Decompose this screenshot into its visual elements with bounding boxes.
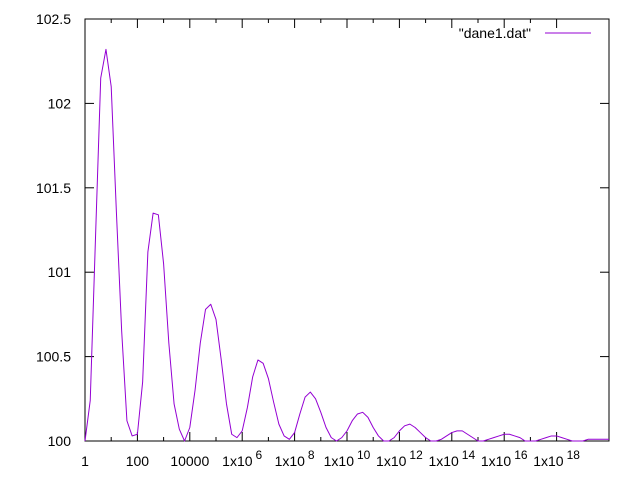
x-tick-label-exponent: 6 bbox=[256, 448, 263, 462]
y-tick-label: 102 bbox=[48, 95, 72, 111]
series-lines bbox=[84, 48, 609, 442]
x-tick-label: 1x10 12 bbox=[376, 448, 423, 469]
legend: "dane1.dat" bbox=[459, 25, 591, 41]
x-tick-label-exponent: 10 bbox=[357, 448, 371, 462]
x-tick-label: 1x10 6 bbox=[222, 448, 262, 469]
y-tick-label: 102.5 bbox=[36, 11, 71, 27]
x-tick-label: 1 bbox=[81, 453, 89, 469]
legend-entry-label: "dane1.dat" bbox=[459, 25, 531, 41]
y-axis-ticks: 100 100.5 101 101.5 102 102.5 bbox=[36, 11, 609, 449]
x-tick-label-exponent: 8 bbox=[308, 448, 315, 462]
y-tick-label: 100.5 bbox=[36, 349, 71, 365]
x-tick-label: 1x10 14 bbox=[428, 448, 475, 469]
y-tick-label: 100 bbox=[48, 433, 72, 449]
x-axis-ticks: 1 100 10000 1x10 6 1x10 8 1x10 10 1x10 12 1x10 14 1x1… bbox=[81, 19, 580, 469]
series-line bbox=[84, 48, 609, 442]
x-tick-label: 100 bbox=[126, 453, 150, 469]
x-tick-label: 1x10 10 bbox=[324, 448, 371, 469]
x-tick-label-exponent: 14 bbox=[462, 448, 476, 462]
x-tick-label-exponent: 16 bbox=[514, 448, 528, 462]
x-tick-label: 1x10 8 bbox=[275, 448, 315, 469]
x-tick-label: 10000 bbox=[170, 453, 209, 469]
x-tick-label: 1x10 16 bbox=[481, 448, 528, 469]
x-tick-label: 1x10 18 bbox=[533, 448, 580, 469]
x-tick-label-exponent: 12 bbox=[409, 448, 423, 462]
y-tick-label: 101 bbox=[48, 264, 72, 280]
plot-frame bbox=[84, 18, 610, 442]
x-tick-label-exponent: 18 bbox=[567, 448, 581, 462]
y-tick-label: 101.5 bbox=[36, 180, 71, 196]
